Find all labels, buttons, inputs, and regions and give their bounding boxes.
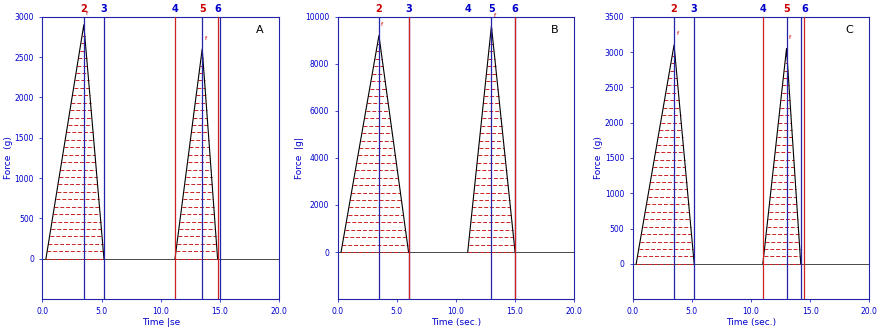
- Text: 5: 5: [783, 4, 790, 14]
- Text: f: f: [789, 35, 791, 40]
- Text: 2: 2: [670, 4, 677, 14]
- Text: 3: 3: [691, 4, 698, 14]
- Text: B: B: [550, 25, 558, 35]
- Text: 4: 4: [464, 4, 471, 14]
- X-axis label: Time |se: Time |se: [142, 318, 180, 327]
- Text: 3: 3: [101, 4, 108, 14]
- Text: 4: 4: [759, 4, 766, 14]
- X-axis label: Time (sec.): Time (sec.): [430, 318, 481, 327]
- Text: f: f: [676, 31, 678, 36]
- Text: f: f: [86, 11, 88, 16]
- Text: 2: 2: [80, 4, 87, 14]
- Text: 2: 2: [376, 4, 382, 14]
- Text: 6: 6: [512, 4, 519, 14]
- Text: 4: 4: [172, 4, 178, 14]
- Text: A: A: [256, 25, 263, 35]
- Y-axis label: Force  (g): Force (g): [594, 136, 603, 179]
- Text: f: f: [494, 13, 496, 18]
- Text: f: f: [205, 35, 206, 40]
- Y-axis label: Force  (g): Force (g): [4, 136, 13, 179]
- X-axis label: Time (sec.): Time (sec.): [726, 318, 776, 327]
- Text: C: C: [846, 25, 854, 35]
- Text: f: f: [381, 22, 384, 27]
- Text: 6: 6: [214, 4, 221, 14]
- Text: 6: 6: [801, 4, 808, 14]
- Text: 5: 5: [198, 4, 206, 14]
- Y-axis label: Force  |g|: Force |g|: [295, 137, 303, 179]
- Text: 5: 5: [488, 4, 495, 14]
- Text: 3: 3: [405, 4, 412, 14]
